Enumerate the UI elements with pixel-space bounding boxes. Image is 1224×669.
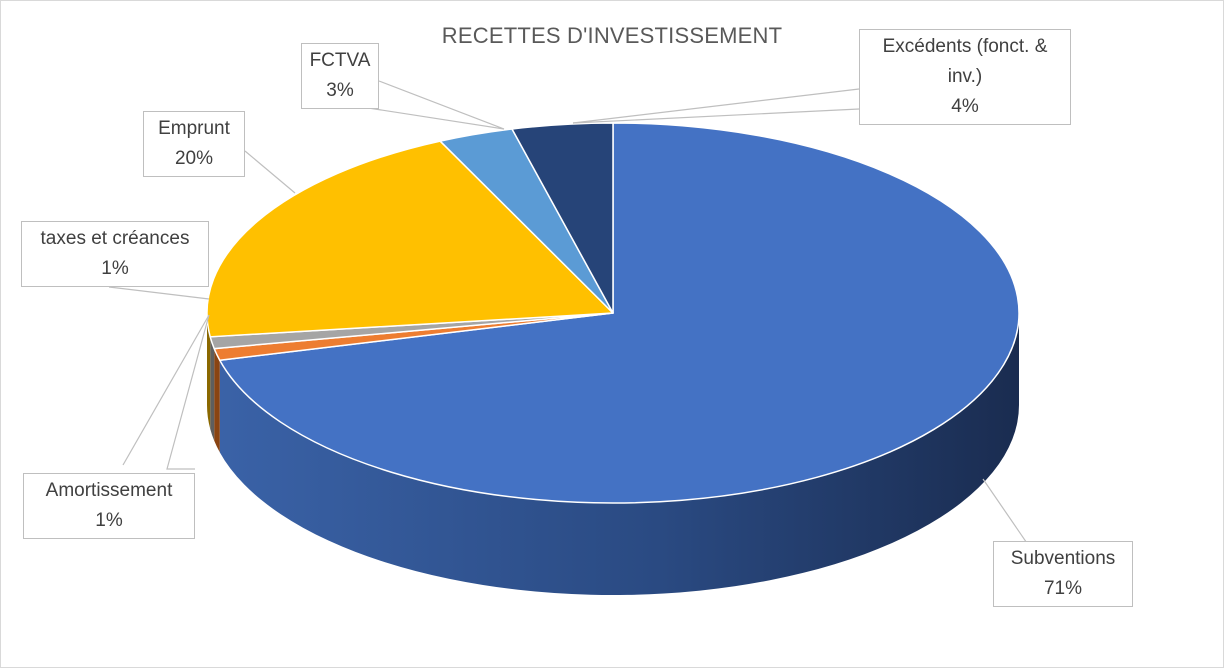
- pie-slice-0: [219, 122, 1020, 504]
- leader-line-2: [122, 314, 210, 466]
- pie-side-1: [214, 348, 220, 453]
- data-label-name: Subventions: [1010, 548, 1116, 569]
- data-label-value: 4%: [951, 96, 979, 117]
- pie-slice-5: [511, 122, 614, 314]
- pie-side-0: [219, 313, 1019, 596]
- data-label-value: 71%: [1043, 578, 1083, 599]
- data-label-amortissement: Amortissement 1%: [23, 473, 195, 539]
- pie-top: [206, 122, 1020, 504]
- data-label-name: Emprunt: [158, 118, 230, 139]
- leader-line-4: [244, 150, 296, 194]
- leader-line-8: [572, 88, 860, 124]
- data-label-value: 3%: [326, 80, 354, 101]
- chart-title: RECETTES D'INVESTISSEMENT: [441, 23, 783, 48]
- data-label-value: 1%: [101, 258, 129, 279]
- leader-line-3: [108, 286, 210, 300]
- data-label-subventions: Subventions 71%: [993, 541, 1133, 607]
- data-label-name: Amortissement: [45, 480, 173, 501]
- data-label-excedents: Excédents (fonct. & inv.) 4%: [859, 29, 1071, 125]
- data-label-name: Excédents (fonct. & inv.): [882, 36, 1048, 87]
- data-label-fctva: FCTVA 3%: [301, 43, 379, 109]
- data-label-name: FCTVA: [309, 50, 371, 71]
- pie-slice-3: [206, 140, 614, 338]
- data-label-name: taxes et créances: [40, 228, 190, 249]
- pie-side-2: [210, 336, 215, 441]
- leader-line-5: [378, 80, 505, 130]
- data-label-emprunt: Emprunt 20%: [143, 111, 245, 177]
- data-label-value: 20%: [174, 148, 214, 169]
- data-label-value: 1%: [95, 510, 123, 531]
- leader-line-1: [166, 314, 210, 470]
- leader-lines: [108, 80, 1033, 550]
- pie-side-walls: [207, 313, 1019, 596]
- leader-line-7: [572, 108, 860, 124]
- data-label-taxes: taxes et créances 1%: [21, 221, 209, 287]
- leader-line-0: [982, 478, 1033, 550]
- pie-side-3: [207, 313, 211, 429]
- leader-line-6: [348, 104, 505, 130]
